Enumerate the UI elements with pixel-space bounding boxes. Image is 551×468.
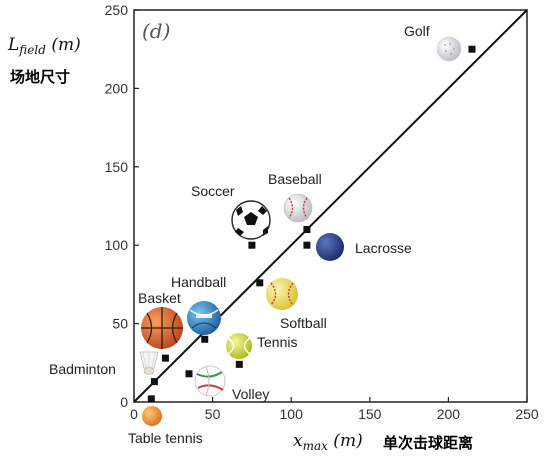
softball-icon — [266, 278, 298, 310]
x-tick-label: 0 — [130, 406, 138, 422]
data-point-basket — [161, 354, 169, 362]
y-axis-label: Lfield (m) — [7, 35, 81, 57]
x-tick-label: 100 — [280, 406, 304, 422]
shuttlecock-icon — [139, 351, 159, 375]
y-tick-label: 150 — [105, 159, 129, 175]
plot-frame — [133, 9, 528, 403]
label-baseball: Baseball — [268, 171, 322, 187]
lacrosse-ball-icon — [316, 233, 344, 261]
label-lacrosse: Lacrosse — [355, 240, 412, 256]
x-tick-labels: 0 50 100 150 200 250 — [130, 397, 539, 422]
y-tick-labels: 0 50 100 150 200 250 — [105, 2, 139, 410]
table-tennis-ball-icon — [142, 406, 162, 426]
label-softball: Softball — [280, 315, 327, 331]
data-point-lacrosse — [303, 241, 311, 249]
data-point-table-tennis — [147, 395, 155, 403]
soccer-ball-icon — [231, 200, 271, 240]
data-point-badminton — [150, 378, 158, 386]
y-tick-label: 250 — [105, 2, 129, 18]
data-point-tennis — [235, 360, 243, 368]
basketball-icon — [141, 307, 183, 349]
label-basket: Basket — [138, 290, 181, 306]
label-golf: Golf — [404, 23, 430, 39]
x-axis-label-cn: 单次击球距离 — [383, 434, 473, 452]
x-axis-label: xmax (m) — [293, 431, 363, 453]
baseball-icon — [283, 193, 313, 223]
label-handball: Handball — [171, 274, 226, 290]
volleyball-icon — [194, 365, 226, 397]
reference-line — [133, 9, 528, 403]
data-point-handball — [256, 279, 264, 287]
y-tick-label: 200 — [105, 80, 129, 96]
x-tick-label: 50 — [205, 406, 221, 422]
x-tick-label: 150 — [358, 406, 382, 422]
y-tick-label: 0 — [120, 394, 128, 410]
y-tick-label: 50 — [112, 316, 128, 332]
label-tennis: Tennis — [257, 334, 297, 350]
y-axis-label-cn: 场地尺寸 — [10, 68, 70, 86]
golf-ball-icon — [436, 36, 462, 62]
y-tick-label: 100 — [105, 237, 129, 253]
label-table-tennis: Table tennis — [128, 430, 203, 446]
data-point-softball — [201, 335, 209, 343]
label-volley: Volley — [232, 386, 269, 402]
x-tick-label: 200 — [437, 406, 461, 422]
data-markers — [147, 45, 476, 403]
tennis-ball-icon — [226, 333, 252, 359]
data-point-golf — [468, 45, 476, 53]
panel-label: (d) — [142, 19, 170, 43]
label-badminton: Badminton — [49, 361, 116, 377]
label-soccer: Soccer — [191, 183, 235, 199]
data-point-volley — [185, 370, 193, 378]
data-point-baseball — [303, 226, 311, 234]
x-tick-label: 250 — [515, 406, 539, 422]
handball-icon — [187, 301, 221, 335]
data-point-soccer — [248, 241, 256, 249]
